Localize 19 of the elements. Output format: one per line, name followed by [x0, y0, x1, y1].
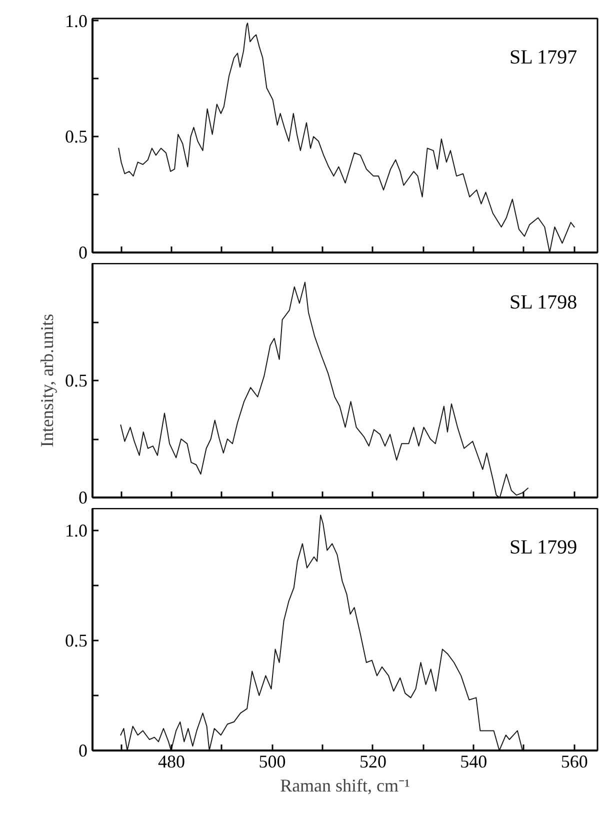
y-axis-title: Intensity, arb.units — [37, 314, 57, 448]
y-tick-label: 0.5 — [65, 630, 88, 650]
annotation: SL 1797 — [510, 46, 578, 68]
y-tick-label: 0.5 — [65, 126, 88, 147]
y-tick-label: 1.0 — [65, 10, 88, 31]
y-tick-label: 0 — [78, 488, 88, 508]
y-tick-label: 0 — [78, 242, 88, 262]
y-tick-label: 1.0 — [65, 520, 88, 540]
annotation: SL 1798 — [510, 292, 578, 314]
y-tick-label: 0 — [78, 740, 88, 760]
annotation: SL 1799 — [510, 536, 578, 558]
x-tick-label: 480 — [158, 752, 186, 772]
x-tick-label: 560 — [560, 752, 588, 772]
line-series — [118, 22, 575, 252]
y-tick-label: 0.5 — [65, 370, 88, 390]
x-tick-label: 520 — [359, 752, 386, 772]
x-axis-title: Raman shift, cm⁻¹ — [280, 776, 410, 796]
x-tick-label: 540 — [460, 752, 488, 772]
x-tick-label: 500 — [258, 752, 286, 772]
